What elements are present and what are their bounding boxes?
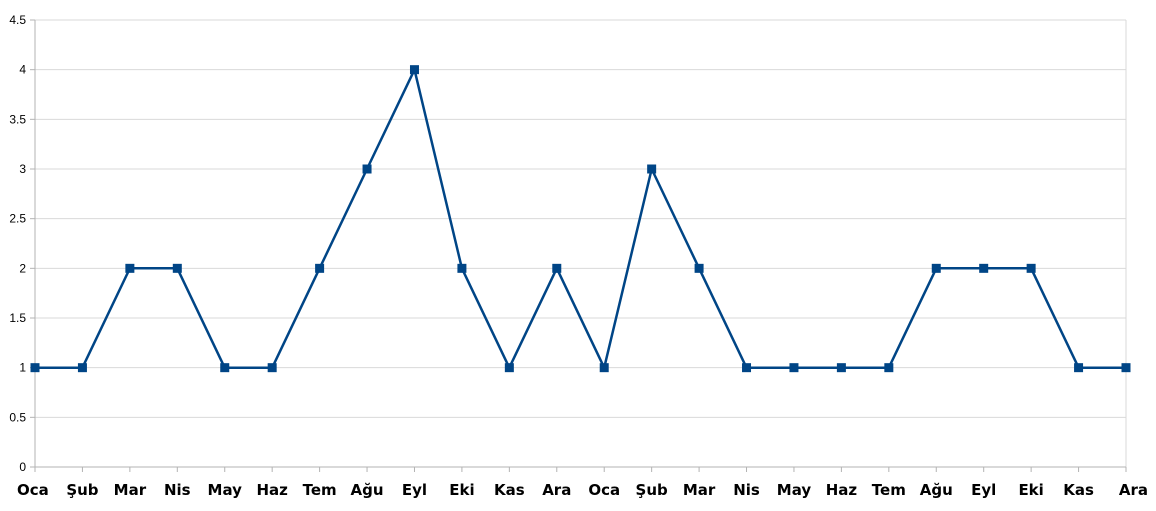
x-tick-label: Eki — [1018, 481, 1043, 499]
data-point-marker — [409, 65, 419, 75]
series-line — [35, 68, 1126, 369]
x-tick-label: Nis — [733, 481, 760, 499]
x-tick-label: Haz — [826, 481, 858, 499]
y-tick-label: 4.5 — [9, 13, 26, 27]
x-tick-label: Tem — [872, 481, 906, 499]
data-point-marker — [267, 363, 277, 373]
data-point-marker — [884, 363, 894, 373]
x-tick-label: Nis — [164, 481, 191, 499]
y-tick-label: 0.5 — [9, 410, 26, 424]
data-point-marker — [742, 363, 752, 373]
x-tick-label: Kas — [1063, 481, 1094, 499]
x-tick-label: Eyl — [971, 481, 996, 499]
x-tick-label: Şub — [66, 481, 98, 499]
x-tick-label: Haz — [256, 481, 288, 499]
data-point-marker — [931, 263, 941, 273]
data-point-marker — [362, 164, 372, 174]
data-point-marker — [77, 363, 87, 373]
x-tick-label: Tem — [303, 481, 337, 499]
x-tick-label: May — [208, 481, 243, 499]
x-tick-label: Ağu — [351, 481, 384, 499]
data-point-marker — [552, 263, 562, 273]
gridlines — [35, 19, 1127, 467]
data-point-marker — [1074, 363, 1084, 373]
y-tick-label: 3.5 — [9, 112, 26, 126]
data-point-marker — [647, 164, 657, 174]
y-tick-label: 4 — [19, 63, 26, 77]
x-tick-label: Kas — [494, 481, 525, 499]
x-tick-label: Ara — [542, 481, 571, 499]
y-tick-label: 0 — [19, 460, 26, 474]
data-point-marker — [1121, 363, 1131, 373]
y-tick-label: 2 — [19, 261, 26, 275]
x-tick-label: Şub — [636, 481, 668, 499]
data-point-marker — [504, 363, 514, 373]
data-point-marker — [694, 263, 704, 273]
data-point-marker — [30, 363, 40, 373]
x-tick-label: Oca — [588, 481, 620, 499]
x-tick-label: Mar — [114, 481, 147, 499]
data-point-marker — [789, 363, 799, 373]
data-point-marker — [125, 263, 135, 273]
x-tick-label: Ara — [1119, 481, 1148, 499]
data-point-marker — [836, 363, 846, 373]
y-tick-label: 1.5 — [9, 311, 26, 325]
x-tick-label: Eki — [449, 481, 474, 499]
y-tick-label: 2.5 — [9, 212, 26, 226]
x-axis-tick-labels: Oca Şub Mar Nis May Haz Tem Ağu Eyl Eki Kas Ara Oca Ş… — [17, 481, 1148, 499]
data-point-marker — [599, 363, 609, 373]
data-point-marker — [979, 263, 989, 273]
x-tick-label: Eyl — [402, 481, 427, 499]
data-point-marker — [315, 263, 325, 273]
series-layer — [30, 65, 1131, 373]
data-point-marker — [220, 363, 230, 373]
data-point-marker — [457, 263, 467, 273]
x-tick-label: Oca — [17, 481, 49, 499]
y-axis-tick-labels: 0 0.5 1 1.5 2 2.5 3 3.5 4 4.5 — [9, 13, 26, 474]
axes — [30, 19, 1127, 472]
x-tick-label: Mar — [683, 481, 716, 499]
data-point-marker — [1026, 263, 1036, 273]
x-tick-label: May — [777, 481, 812, 499]
x-tick-label: Ağu — [920, 481, 953, 499]
y-tick-label: 1 — [19, 361, 26, 375]
data-point-marker — [172, 263, 182, 273]
y-tick-label: 3 — [19, 162, 26, 176]
